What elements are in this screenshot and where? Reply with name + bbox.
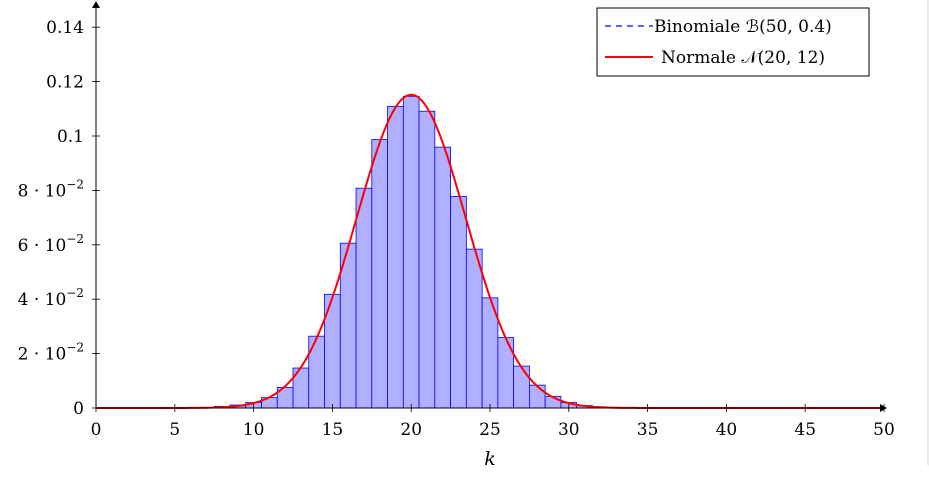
x-tick-label: 40 (716, 420, 738, 440)
bar-k-23 (450, 195, 467, 409)
x-ticks: 0 5 10 15 20 25 30 35 40 45 50 (91, 404, 895, 440)
x-tick-label: 10 (243, 420, 265, 440)
x-tick-label: 35 (637, 420, 659, 440)
x-tick-label: 50 (873, 420, 895, 440)
x-tick-label: 25 (479, 420, 501, 440)
bar-k-24 (465, 248, 483, 409)
x-tick-label: 45 (794, 420, 816, 440)
y-ticks: 0 2 · 10−2 4 · 10−2 6 · 10−2 8 · 10−2 0.1 0.12… (18, 18, 100, 419)
legend: Binomiale ℬ(50, 0.4) Normale 𝒩(20, 12) (596, 7, 870, 77)
x-tick-label: 15 (322, 420, 344, 440)
y-tick-label: 6 · 10−2 (18, 232, 84, 256)
binomial-bars (182, 95, 625, 409)
page-edge-divider (927, 0, 929, 466)
bar-k-28 (529, 384, 546, 409)
legend-binomial-label: Binomiale ℬ(50, 0.4) (654, 17, 832, 37)
y-tick-label: 2 · 10−2 (18, 341, 84, 365)
bar-k-27 (513, 365, 530, 409)
bar-k-17 (355, 187, 373, 409)
bar-k-19 (387, 105, 404, 409)
legend-normal-label: Normale 𝒩(20, 12) (661, 48, 825, 68)
x-axis-label: k (484, 448, 496, 470)
bar-k-14 (308, 335, 325, 409)
y-tick-label: 0.1 (57, 127, 84, 147)
x-tick-label: 5 (169, 420, 180, 440)
bar-k-21 (418, 110, 436, 409)
y-tick-label: 0.12 (46, 73, 84, 93)
x-tick-label: 0 (91, 420, 102, 440)
y-tick-label: 0 (73, 399, 84, 419)
y-tick-label: 4 · 10−2 (18, 286, 84, 310)
y-tick-label: 0.14 (46, 18, 84, 38)
x-tick-label: 20 (400, 420, 422, 440)
y-tick-label: 8 · 10−2 (18, 177, 84, 201)
legend-box (596, 7, 870, 77)
bar-k-22 (434, 146, 451, 409)
bar-k-18 (371, 139, 388, 409)
bar-k-20 (402, 95, 420, 409)
x-tick-label: 30 (558, 420, 580, 440)
